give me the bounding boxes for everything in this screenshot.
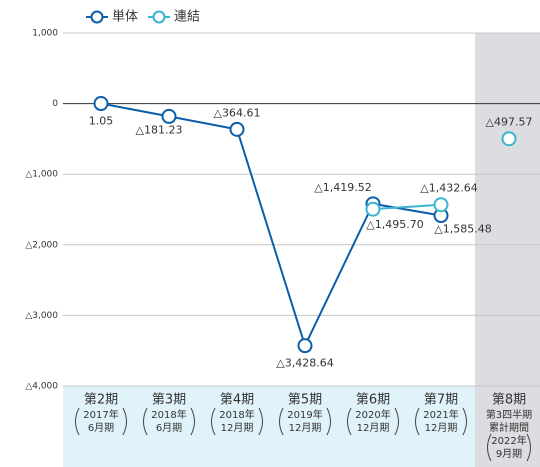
x-tick-label: 第8期: [492, 393, 526, 408]
series-line: [372, 203, 442, 211]
value-label: △1,432.64: [420, 182, 477, 195]
x-tick-label: 第5期: [288, 393, 322, 408]
y-tick-label: △3,000: [25, 311, 58, 321]
x-tick-label: 第4期: [220, 393, 254, 408]
value-label: △1,419.52: [314, 181, 371, 194]
point: [501, 131, 517, 147]
x-tick-label: 第7期: [424, 393, 458, 408]
bracket: [487, 433, 492, 462]
y-tick-label: 0: [52, 99, 58, 109]
category-period: 12月期: [221, 422, 254, 434]
point: [161, 108, 177, 124]
category-period: 2020年: [355, 408, 390, 421]
bracket: [75, 407, 80, 436]
category-note: 累計期間: [489, 421, 529, 434]
y-tick-label: △1,000: [25, 170, 58, 180]
point: [297, 338, 313, 354]
highlight-column: [475, 33, 540, 467]
point: [229, 121, 245, 137]
category-period: 2019年: [287, 408, 322, 421]
category-period: 2017年: [83, 408, 118, 421]
category-period: 2018年: [219, 408, 254, 421]
bracket: [258, 407, 263, 436]
legend-label: 連結: [174, 10, 200, 25]
category-period: 6月期: [156, 422, 182, 434]
category-period: 9月期: [496, 448, 522, 460]
y-tick-label: △2,000: [25, 240, 58, 250]
category-period: 2022年: [491, 434, 526, 447]
point: [365, 201, 381, 217]
point: [93, 96, 109, 112]
bracket: [462, 407, 467, 436]
bracket: [526, 433, 531, 462]
bracket: [279, 407, 284, 436]
x-tick-label: 第2期: [84, 393, 118, 408]
legend-label: 単体: [112, 9, 138, 25]
category-band: [63, 386, 475, 467]
legend-marker: [152, 10, 166, 24]
point: [433, 197, 449, 213]
bracket: [394, 407, 399, 436]
bracket: [415, 407, 420, 436]
bracket: [143, 407, 148, 436]
value-label: △497.57: [486, 116, 533, 129]
category-period: 12月期: [289, 422, 322, 434]
x-tick-label: 第3期: [152, 393, 186, 408]
value-label: △3,428.64: [276, 357, 333, 370]
category-period: 6月期: [88, 422, 114, 434]
y-tick-label: 1,000: [32, 29, 58, 39]
category-period: 12月期: [425, 422, 458, 434]
value-label: △364.61: [214, 106, 261, 119]
category-period: 2018年: [151, 408, 186, 421]
value-label: △1,495.70: [366, 218, 423, 231]
series-line: [100, 102, 442, 349]
bracket: [190, 407, 195, 436]
category-period: 12月期: [357, 422, 390, 434]
value-label: 1.05: [89, 115, 114, 128]
x-tick-label: 第6期: [356, 393, 390, 408]
bracket: [326, 407, 331, 436]
value-label: △181.23: [136, 123, 183, 136]
bracket: [122, 407, 127, 436]
category-period: 2021年: [423, 408, 458, 421]
bracket: [347, 407, 352, 436]
y-tick-label: △4,000: [25, 382, 58, 392]
bracket: [211, 407, 216, 436]
category-note: 第3四半期: [486, 408, 532, 421]
value-label: △1,585.48: [434, 223, 491, 236]
legend-marker: [90, 10, 104, 24]
